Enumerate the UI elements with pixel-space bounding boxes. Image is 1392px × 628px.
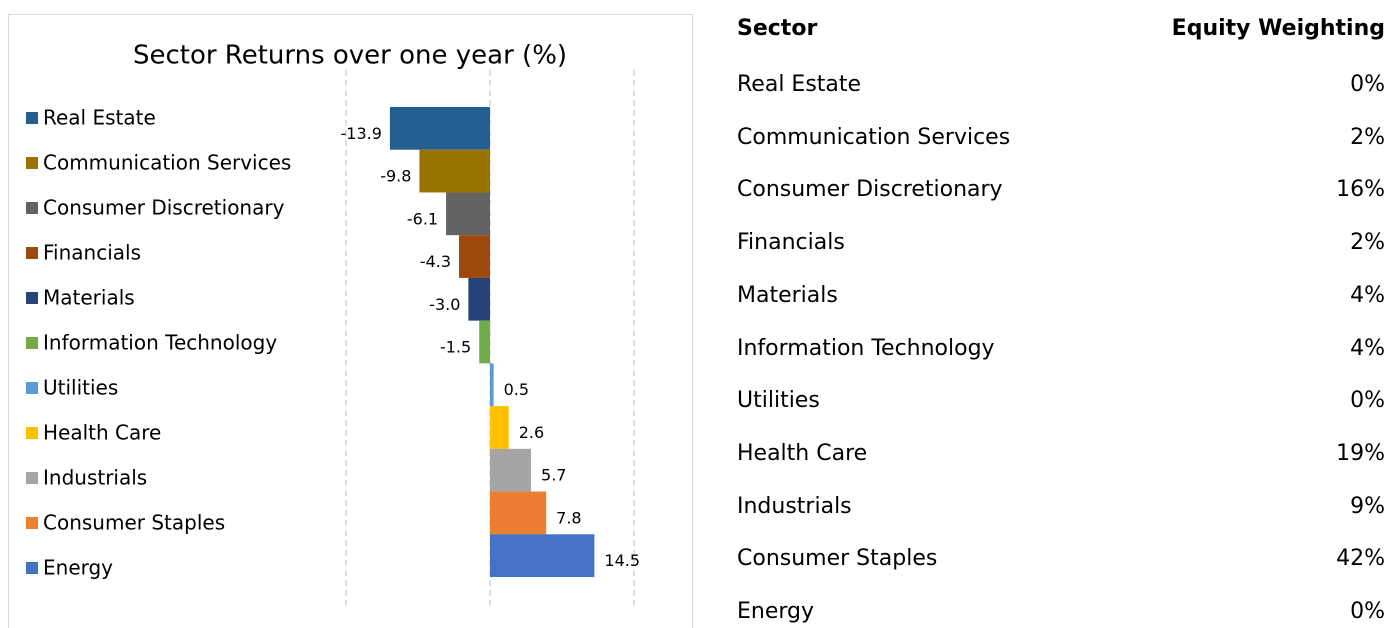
sector-cell: Consumer Staples	[737, 546, 938, 572]
data-label: 14.5	[604, 551, 640, 570]
legend-label: Materials	[43, 286, 135, 310]
sector-cell: Financials	[737, 230, 845, 256]
data-label: 2.6	[519, 423, 544, 442]
sector-cell: Materials	[737, 282, 838, 308]
legend-label: Real Estate	[43, 106, 156, 130]
header-cell: Sector	[737, 16, 818, 41]
legend-label: Communication Services	[43, 151, 291, 175]
bar	[490, 491, 547, 535]
weight-cell: 0%	[1350, 599, 1385, 624]
legend-label: Consumer Discretionary	[43, 196, 285, 220]
weight-cell: 0%	[1350, 388, 1385, 414]
bar	[490, 406, 509, 449]
weight-cell: 2%	[1350, 230, 1385, 256]
header-cell: Equity Weighting	[1171, 16, 1385, 41]
bar	[468, 277, 490, 321]
sector-cell: Energy	[737, 599, 815, 624]
chart: Sector Returns over one year (%) Real Es…	[8, 14, 693, 628]
chart-title: Sector Returns over one year (%)	[133, 41, 567, 71]
data-label: 7.8	[556, 508, 581, 527]
weight-cell: 4%	[1350, 335, 1385, 361]
legend-swatch	[26, 157, 38, 169]
bar	[490, 363, 494, 407]
legend-swatch	[26, 202, 38, 214]
bar	[459, 235, 490, 278]
data-label: -1.5	[440, 338, 471, 357]
weight-cell: 42%	[1336, 546, 1385, 572]
data-label: -13.9	[341, 124, 382, 143]
weight-cell: 4%	[1350, 282, 1385, 308]
data-label: -6.1	[407, 209, 438, 228]
sector-cell: Industrials	[737, 493, 852, 519]
bar	[446, 192, 490, 236]
legend-swatch	[26, 472, 38, 484]
legend-swatch	[26, 112, 38, 124]
data-label: -9.8	[380, 167, 411, 186]
weight-cell: 2%	[1350, 124, 1385, 150]
sector-cell: Utilities	[737, 388, 820, 414]
bar	[479, 320, 490, 364]
sector-cell: Consumer Discretionary	[737, 177, 1003, 203]
data-label: -3.0	[429, 295, 460, 314]
legend-label: Utilities	[43, 376, 118, 400]
legend-swatch	[26, 247, 38, 259]
legend-swatch	[26, 562, 38, 574]
legend-label: Industrials	[43, 466, 147, 490]
legend-label: Financials	[43, 241, 141, 265]
data-label: 5.7	[541, 466, 566, 485]
chart-frame	[8, 14, 693, 628]
bar	[490, 534, 595, 577]
sector-cell: Health Care	[737, 440, 868, 466]
legend-swatch	[26, 292, 38, 304]
data-label: 0.5	[504, 380, 529, 399]
legend-swatch	[26, 517, 38, 529]
sector-cell: Information Technology	[737, 335, 995, 361]
legend-label: Information Technology	[43, 331, 277, 355]
legend-swatch	[26, 427, 38, 439]
weight-cell: 0%	[1350, 72, 1385, 97]
bar	[389, 107, 490, 150]
bar	[419, 149, 490, 193]
legend-swatch	[26, 337, 38, 349]
legend-label: Energy	[43, 556, 113, 580]
legend-label: Consumer Staples	[43, 511, 225, 535]
legend-swatch	[26, 382, 38, 394]
legend-label: Health Care	[43, 421, 161, 445]
sector-cell: Real Estate	[737, 72, 862, 97]
data-label: -4.3	[420, 252, 451, 271]
sector-cell: Communication Services	[737, 124, 1011, 150]
weight-cell: 16%	[1336, 177, 1385, 203]
bar	[490, 448, 532, 492]
weight-cell: 19%	[1336, 440, 1385, 466]
weight-cell: 9%	[1350, 493, 1385, 519]
